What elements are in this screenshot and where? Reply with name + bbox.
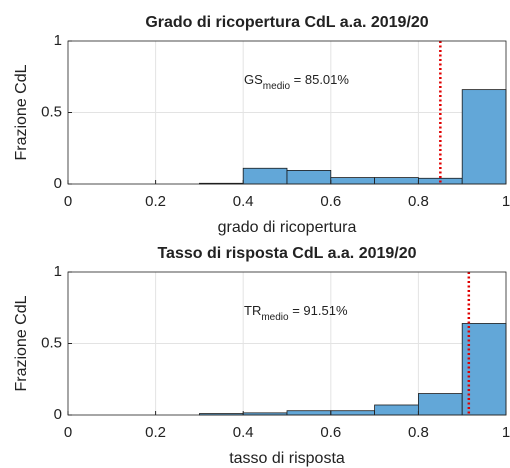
annotation-rest: = 91.51% — [289, 303, 348, 318]
chart-title: Grado di ricopertura CdL a.a. 2019/20 — [145, 14, 428, 31]
y-tick-label: 0 — [54, 175, 62, 192]
y-tick-label: 0.5 — [41, 334, 62, 351]
x-tick-label: 1 — [502, 424, 510, 441]
x-axis-label: grado di ricopertura — [218, 219, 357, 236]
annotation: TRmedio = 91.51% — [244, 303, 348, 322]
bar — [330, 410, 375, 416]
x-axis-label: tasso di risposta — [229, 450, 345, 467]
annotation-sub: medio — [261, 312, 289, 323]
bar — [242, 167, 288, 185]
bar — [461, 89, 507, 185]
bar — [330, 177, 375, 185]
annotation-rest: = 85.01% — [290, 72, 349, 87]
annotation-sub: medio — [263, 81, 291, 92]
y-tick-label: 0.5 — [41, 103, 62, 120]
bar — [286, 170, 332, 185]
x-tick-label: 0.4 — [233, 193, 254, 210]
x-tick-label: 0 — [64, 424, 72, 441]
y-tick-label: 1 — [54, 263, 62, 280]
chart-title: Tasso di risposta CdL a.a. 2019/20 — [157, 245, 416, 262]
annotation: GSmedio = 85.01% — [244, 72, 349, 91]
x-tick-label: 0.6 — [320, 424, 341, 441]
bar — [374, 177, 419, 185]
x-tick-label: 0.8 — [408, 193, 429, 210]
bar — [286, 410, 332, 416]
bar — [461, 323, 507, 416]
y-axis-label: Frazione CdL — [13, 295, 30, 391]
x-tick-label: 0.8 — [408, 424, 429, 441]
annotation-main: GS — [244, 72, 263, 87]
annotation-main: TR — [244, 303, 261, 318]
x-tick-label: 0 — [64, 193, 72, 210]
x-tick-label: 0.6 — [320, 193, 341, 210]
y-tick-label: 0 — [54, 406, 62, 423]
bar — [374, 404, 419, 416]
bar — [417, 393, 463, 416]
x-tick-label: 0.2 — [145, 424, 166, 441]
x-tick-label: 1 — [502, 193, 510, 210]
x-tick-label: 0.2 — [145, 193, 166, 210]
y-tick-label: 1 — [54, 32, 62, 49]
x-tick-label: 0.4 — [233, 424, 254, 441]
y-axis-label: Frazione CdL — [13, 64, 30, 160]
